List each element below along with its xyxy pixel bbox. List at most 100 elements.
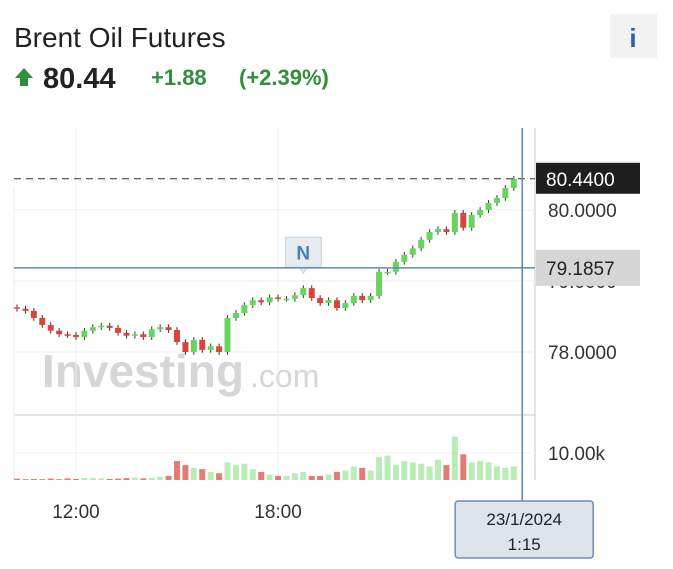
candle-body <box>22 308 29 311</box>
last-price-box <box>536 162 640 194</box>
price: 80.44 <box>43 63 116 95</box>
candle-body <box>325 300 332 304</box>
volume-bar <box>460 454 467 480</box>
volume-bar <box>477 461 484 480</box>
candle-body <box>140 334 147 338</box>
crosshair-date-label: 23/1/2024 <box>486 510 562 529</box>
volume-bar <box>342 470 349 480</box>
candle-body <box>47 325 54 331</box>
candle-body <box>435 229 442 233</box>
volume-bar <box>14 478 21 480</box>
last-price-label: 80.4400 <box>546 170 615 191</box>
candle-body <box>174 330 181 343</box>
volume-bar <box>384 455 391 480</box>
annotation-label: N <box>296 243 310 264</box>
volume-bar <box>359 467 366 480</box>
up-arrow <box>15 68 33 86</box>
volume-bar <box>451 436 458 480</box>
volume-bar <box>224 462 231 480</box>
volume-bar <box>426 466 433 480</box>
candle-body <box>485 202 492 211</box>
volume-bar <box>81 478 88 480</box>
volume-bar <box>401 461 408 480</box>
volume-bar <box>443 465 450 480</box>
volume-bar <box>258 471 265 480</box>
candle-body <box>468 214 475 228</box>
volume-bar <box>392 465 399 480</box>
candle-body <box>384 271 391 274</box>
candle-body <box>89 327 96 331</box>
candle-body <box>333 300 340 308</box>
volume-bar <box>106 478 113 480</box>
candle-body <box>477 210 484 215</box>
volume-bar <box>148 477 155 480</box>
volume-bar <box>317 475 324 480</box>
candle-body <box>56 330 63 335</box>
volume-bar <box>468 462 475 480</box>
candle-body <box>115 327 122 333</box>
volume-bar <box>350 466 357 480</box>
title: Brent Oil Futures <box>14 22 226 53</box>
info-button[interactable] <box>610 14 657 58</box>
candle-body <box>283 298 290 301</box>
volume-bar <box>72 478 79 480</box>
volume-bar <box>325 474 332 480</box>
candle-body <box>258 300 265 303</box>
volume-bar <box>190 467 197 480</box>
candle-body <box>148 329 155 338</box>
crosshair-time-label: 1:15 <box>508 535 541 554</box>
volume-bar <box>485 462 492 480</box>
crosshair-y-label: 79.1857 <box>546 259 615 280</box>
candle-body <box>317 298 324 304</box>
volume-tick-label: 10.00k <box>548 444 606 465</box>
candle-body <box>359 295 366 301</box>
change: +1.88 <box>151 65 207 90</box>
candle-body <box>291 295 298 299</box>
candle-body <box>367 295 374 301</box>
candle-body <box>182 342 189 353</box>
watermark: Investing <box>42 345 244 397</box>
crosshair-x-box <box>454 500 594 559</box>
crosshair-y-box <box>536 249 640 286</box>
candle-body <box>401 254 408 262</box>
candle-body <box>510 178 517 188</box>
candle-body <box>418 239 425 249</box>
candle-body <box>266 297 273 303</box>
candle-body <box>39 317 46 326</box>
candle-body <box>30 310 37 318</box>
change-percent: (+2.39%) <box>239 65 329 90</box>
volume-bar <box>174 461 181 480</box>
volume-bar <box>140 478 147 480</box>
candle-body <box>443 229 450 233</box>
volume-bar <box>266 474 273 480</box>
candle-body <box>409 248 416 255</box>
info-icon[interactable]: i <box>629 23 636 53</box>
candle-body <box>493 197 500 203</box>
volume-bar <box>409 462 416 480</box>
candle-body <box>64 334 71 336</box>
candle-body <box>275 297 282 299</box>
x-tick-label: 18:00 <box>254 502 302 523</box>
candle-body <box>460 212 467 228</box>
volume-bar <box>435 459 442 480</box>
volume-bar <box>123 478 130 480</box>
candle-body <box>451 212 458 233</box>
candle-body <box>502 187 509 198</box>
candle-body <box>224 317 231 353</box>
y-tick-label: 78.0000 <box>548 343 617 364</box>
candle-body <box>190 339 197 353</box>
volume-bar <box>308 475 315 480</box>
volume-bar <box>199 469 206 480</box>
candle-body <box>81 330 88 338</box>
volume-bar <box>333 471 340 480</box>
volume-bar <box>493 466 500 480</box>
candle-body <box>350 295 357 304</box>
candle-body <box>300 288 307 296</box>
candle-body <box>131 334 138 336</box>
volume-bar <box>300 471 307 480</box>
volume-bar <box>165 475 172 480</box>
volume-bar <box>249 469 256 480</box>
volume-bar <box>89 477 96 480</box>
volume-bar <box>376 456 383 480</box>
